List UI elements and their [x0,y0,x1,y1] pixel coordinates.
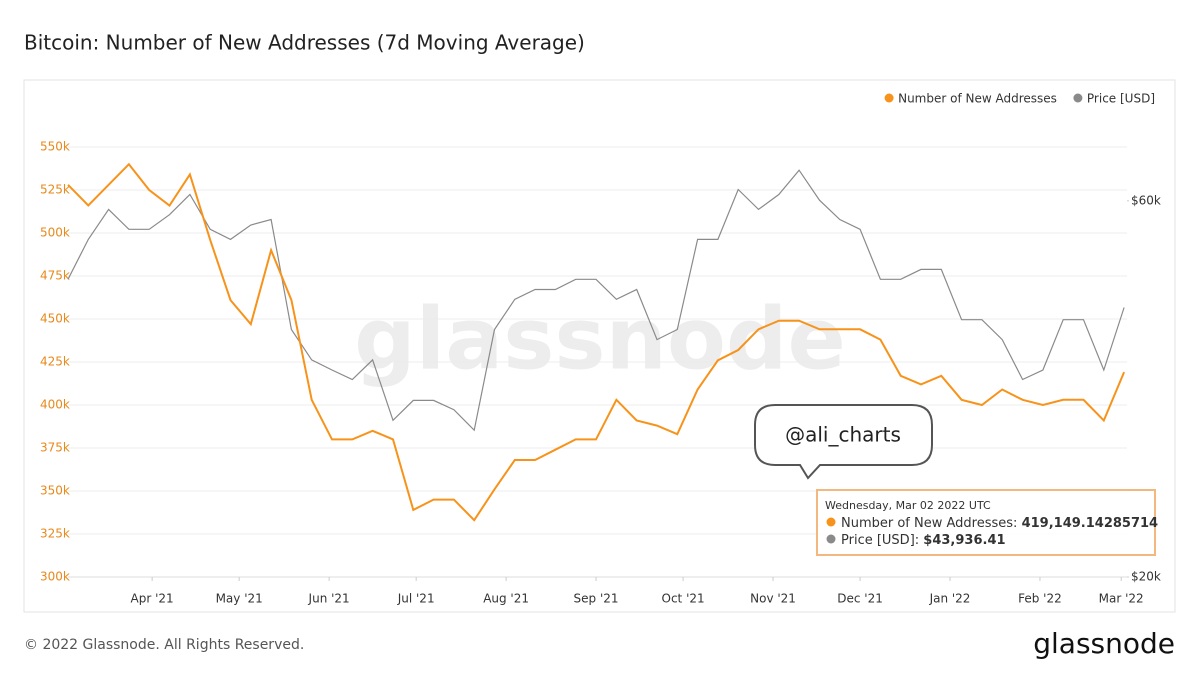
footer: © 2022 Glassnode. All Rights Reserved. [24,637,304,653]
x-tick-label: Jul '21 [397,592,435,606]
legend-marker [1073,93,1083,103]
series-line [67,162,1126,522]
y-tick-label: 450k [40,312,70,326]
bubble-shape [754,404,933,480]
panel [23,79,1176,613]
watermark: glassnode [354,289,846,389]
legend-label: Price [USD] [1087,92,1155,106]
tooltip-label-text: Number of New Addresses: [841,516,1017,531]
y2-tick-label: $20k [1131,570,1161,584]
y-tick-label: 400k [40,398,70,412]
tooltip-label: Price [USD]: $43,936.41 [841,533,1006,548]
x-tick-label: Sep '21 [574,592,619,606]
tooltip-value: $43,936.41 [923,533,1005,548]
y-tick-label: 475k [40,269,70,283]
x-tick-label: May '21 [216,592,263,606]
chart-title: Bitcoin: Number of New Addresses (7d Mov… [24,31,585,55]
legend-label: Number of New Addresses [898,92,1057,106]
annotation-text: @ali_charts [785,423,901,447]
y-tick-label: 500k [40,226,70,240]
tooltip-label-text: Price [USD]: [841,533,919,548]
x-tick-label: Mar '22 [1099,592,1144,606]
tooltip-dot [826,517,836,527]
tooltip-date: Wednesday, Mar 02 2022 UTC [825,499,991,512]
tooltip-label: Number of New Addresses: 419,149.1428571… [841,516,1158,531]
y-tick-label: 550k [40,140,70,154]
x-tick-label: Apr '21 [131,592,174,606]
x-tick-label: Nov '21 [750,592,796,606]
series-line [67,169,1125,432]
x-tick-label: Aug '21 [483,592,529,606]
logo: glassnode [1033,627,1175,660]
y-tick-label: 425k [40,355,70,369]
tooltip-box [816,489,1156,556]
tooltip: Wednesday, Mar 02 2022 UTC Number of New… [816,489,1158,556]
y-tick-label: 325k [40,527,70,541]
x-tick-label: Feb '22 [1018,592,1062,606]
y-tick-label: 375k [40,441,70,455]
y-tick-label: 300k [40,570,70,584]
x-tick-label: Oct '21 [662,592,705,606]
tooltip-value: 419,149.14285714 [1022,516,1159,531]
x-tick-label: Jun '21 [308,592,350,606]
x-tick-label: Jan '22 [929,592,971,606]
y-tick-label: 350k [40,484,70,498]
x-tick-label: Dec '21 [837,592,883,606]
tooltip-dot [826,534,836,544]
annotation-bubble: @ali_charts [754,404,933,480]
y2-tick-label: $60k [1131,193,1161,207]
y-tick-label: 525k [40,183,70,197]
legend-marker [884,93,894,103]
